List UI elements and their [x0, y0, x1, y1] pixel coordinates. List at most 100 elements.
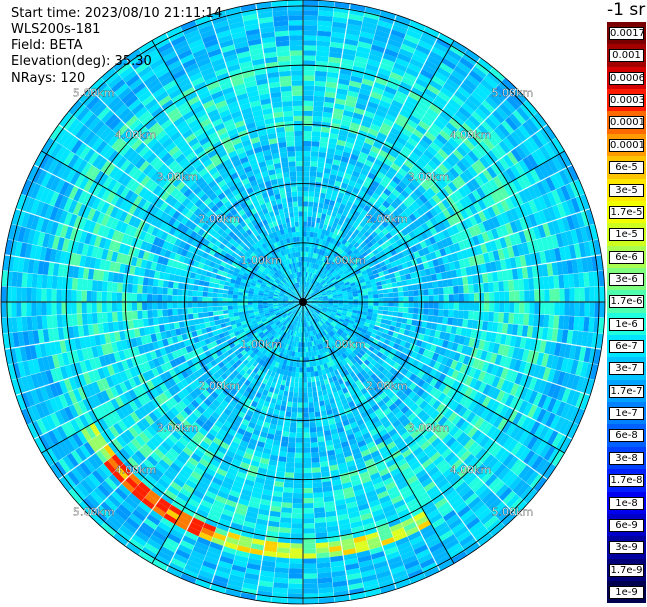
range-gate [451, 252, 459, 262]
range-gate [397, 167, 408, 177]
range-gate [428, 50, 444, 63]
range-gate [486, 321, 494, 332]
range-gate [461, 102, 475, 115]
range-gate [368, 150, 379, 159]
range-gate [338, 262, 345, 269]
range-gate [420, 255, 428, 264]
range-gate [465, 346, 474, 357]
range-gate [308, 272, 311, 278]
range-gate [432, 315, 439, 324]
range-gate [400, 211, 409, 220]
range-gate [316, 30, 332, 37]
range-gate [451, 342, 459, 352]
range-gate [313, 100, 325, 107]
range-gate [432, 280, 439, 289]
range-gate [492, 175, 504, 189]
range-gate [387, 166, 398, 176]
range-gate [333, 302, 339, 304]
range-gate [551, 189, 562, 205]
range-gate [322, 295, 328, 298]
range-gate [566, 199, 576, 215]
range-gate [407, 239, 416, 248]
range-gate [471, 189, 482, 202]
range-gate [527, 227, 537, 241]
range-gate [317, 298, 324, 301]
range-gate [303, 75, 315, 81]
range-gate [350, 232, 357, 240]
range-gate [508, 113, 523, 128]
range-gate [382, 200, 391, 209]
range-gate [349, 153, 359, 162]
range-gate [307, 299, 313, 302]
range-gate [375, 24, 392, 34]
range-gate [490, 146, 503, 160]
range-gate [365, 105, 377, 115]
range-gate [375, 281, 382, 287]
range-gate [424, 59, 439, 71]
range-gate [559, 342, 567, 358]
range-gate [365, 267, 372, 274]
range-gate [529, 289, 535, 302]
range-gate [407, 313, 414, 320]
range-gate [306, 294, 311, 299]
range-gate [503, 183, 514, 197]
range-gate [345, 283, 351, 289]
range-gate [388, 292, 394, 298]
range-gate [359, 31, 375, 40]
range-gate [311, 285, 315, 290]
range-gate [336, 170, 345, 178]
range-gate [561, 200, 572, 217]
range-gate [303, 145, 312, 152]
range-gate [375, 109, 387, 119]
range-gate [398, 307, 404, 313]
range-gate [346, 230, 354, 237]
range-gate [514, 219, 524, 233]
range-gate [295, 447, 303, 453]
range-gate [493, 312, 500, 323]
range-gate [366, 154, 377, 163]
range-gate [554, 171, 566, 188]
range-gate [551, 328, 559, 343]
range-gate [396, 264, 404, 271]
range-gate [306, 294, 310, 299]
range-gate [324, 277, 330, 282]
range-gate [393, 95, 406, 105]
range-gate [333, 298, 339, 301]
range-gate [474, 61, 490, 76]
range-gate [535, 130, 548, 146]
range-gate [321, 281, 327, 287]
range-gate [486, 218, 496, 230]
range-gate [313, 492, 324, 499]
range-gate [317, 156, 326, 163]
range-gate [296, 427, 303, 433]
range-gate [439, 331, 446, 340]
range-gate [481, 320, 489, 332]
range-gate [477, 82, 492, 97]
range-gate [413, 250, 421, 259]
range-gate [313, 196, 320, 203]
range-gate [322, 307, 328, 310]
range-gate [330, 195, 338, 202]
range-gate [307, 303, 313, 306]
range-gate [498, 280, 505, 292]
range-gate [398, 150, 410, 160]
range-gate [434, 330, 441, 339]
range-gate [547, 368, 556, 383]
range-gate [280, 512, 292, 519]
range-gate [463, 284, 469, 294]
range-gate [447, 181, 458, 193]
range-gate [303, 553, 317, 559]
range-gate [471, 65, 487, 80]
range-gate [533, 211, 543, 226]
range-gate [377, 67, 392, 77]
range-gate [325, 270, 330, 276]
range-gate [380, 279, 387, 286]
range-gate [331, 26, 347, 34]
range-gate [390, 29, 406, 39]
range-gate [480, 120, 494, 134]
range-gate [303, 105, 314, 111]
range-gate [306, 272, 310, 278]
range-gate [553, 315, 560, 329]
range-gate [366, 258, 373, 265]
range-gate [388, 104, 402, 114]
